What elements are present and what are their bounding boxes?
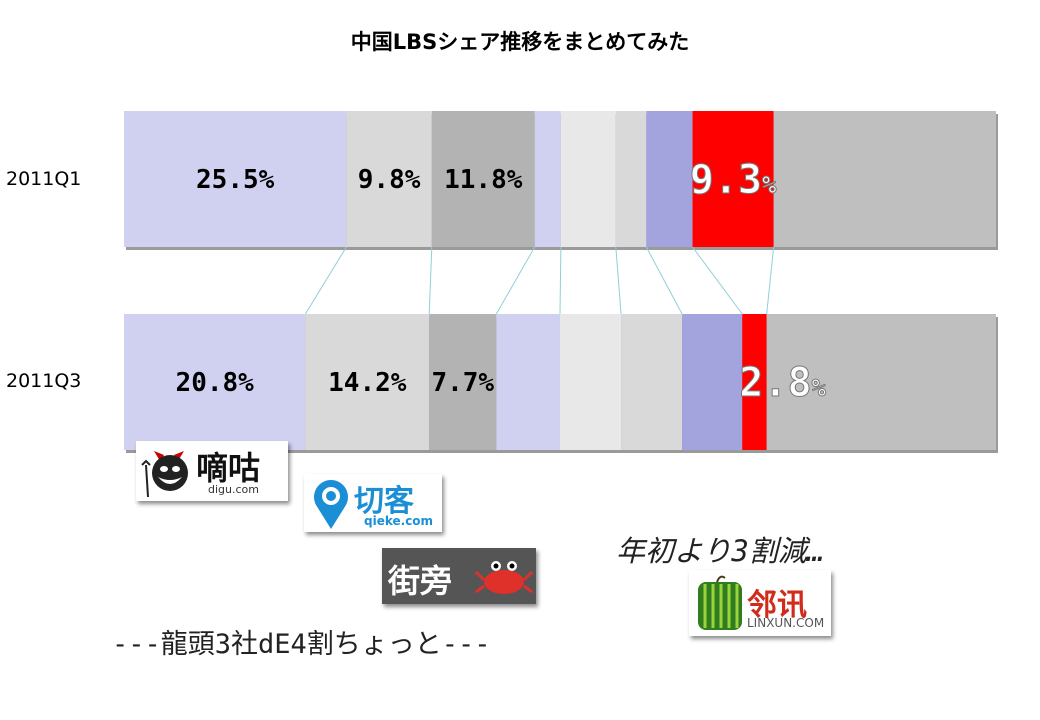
data-label-value: 11.8 (444, 165, 507, 195)
bar-segment-2011Q3-0 (124, 314, 306, 450)
bar-segment-2011Q3-6 (682, 314, 743, 450)
connector-line-2 (428, 246, 433, 315)
digu-logo-sub: digu.com (208, 483, 259, 496)
linxun-logo: 邻讯 LINXUN.COM (689, 570, 831, 636)
bar-segment-2011Q3-1 (305, 314, 430, 450)
bar-segment-2011Q3-5 (621, 314, 683, 450)
qieke-logo-sub: qieke.com (364, 514, 434, 528)
bar-segment-2011Q1-2 (431, 111, 535, 247)
bar-segment-2011Q3-4 (560, 314, 622, 450)
top3-annotation: ---龍頭3社dE4割ちょっと--- (112, 629, 491, 660)
data-label-value: 14.2 (328, 368, 391, 398)
connector-lines (304, 246, 775, 315)
data-label-2011Q3-0: 20.8% (176, 368, 255, 398)
bar-segment-2011Q3-2 (429, 314, 497, 450)
data-label-value: 2.8 (739, 360, 811, 406)
bar-segment-2011Q1-7 (692, 111, 774, 247)
data-label-2011Q3-1: 14.2% (328, 368, 407, 398)
data-label-value: 9.3 (690, 157, 762, 203)
jiepang-logo: 街旁 (382, 548, 536, 604)
linxun-logo-text: 邻讯 (747, 588, 807, 623)
chart-title: 中国LBSシェア推移をまとめてみた (350, 30, 690, 54)
decline-annotation: 年初より3割減… (616, 534, 825, 568)
row-label-2011q1: 2011Q1 (6, 168, 82, 190)
bar-segment-2011Q1-4 (560, 111, 616, 247)
data-label-unit: % (478, 368, 494, 398)
data-label-value: 9.8 (358, 165, 405, 195)
qieke-logo: 切客 qieke.com (304, 474, 442, 532)
connector-line-6 (645, 246, 683, 315)
data-label-value: 25.5 (196, 165, 259, 195)
qieke-logo-text: 切客 (354, 484, 414, 519)
bar-segment-2011Q1-6 (646, 111, 693, 247)
digu-logo: 嘀咕 digu.com (136, 441, 288, 501)
row-label-2011q3: 2011Q3 (6, 370, 82, 392)
jiepang-logo-text: 街旁 (388, 562, 453, 600)
connector-line-3 (495, 246, 536, 315)
bar-segment-2011Q1-8 (773, 111, 996, 247)
data-label-value: 20.8 (176, 368, 239, 398)
data-label-unit: % (762, 171, 777, 199)
data-label-unit: % (507, 165, 523, 195)
data-label-unit: % (238, 368, 254, 398)
data-label-2011Q3-2: 7.7% (431, 368, 494, 398)
data-label-value: 7.7 (431, 368, 478, 398)
bar-segment-2011Q3-3 (496, 314, 560, 450)
linxun-logo-sub: LINXUN.COM (747, 616, 825, 630)
data-label-unit: % (391, 368, 407, 398)
bar-segment-2011Q1-0 (124, 111, 347, 247)
bar-segment-2011Q1-5 (615, 111, 647, 247)
bar-segment-2011Q3-7 (742, 314, 767, 450)
bar-segment-2011Q1-1 (346, 111, 432, 247)
data-label-2011Q3-7: 2.8% (739, 360, 826, 406)
bar-segment-2011Q1-3 (534, 111, 561, 247)
data-labels: 25.5% 9.8% 11.8% 9.3%20.8% 14.2% 7.7% 2.8% (176, 157, 828, 407)
bar-segment-2011Q3-8 (766, 314, 996, 450)
data-label-2011Q1-7: 9.3% (690, 157, 777, 203)
connector-line-5 (615, 246, 622, 315)
connector-line-4 (559, 246, 562, 315)
data-label-unit: % (259, 165, 275, 195)
connector-line-1 (304, 246, 347, 315)
data-label-unit: % (405, 165, 421, 195)
location-pin-icon (314, 480, 348, 529)
watermelon-icon (698, 575, 742, 630)
data-label-unit: % (812, 374, 827, 402)
connector-line-7 (692, 246, 743, 315)
connector-line-8 (766, 246, 775, 315)
devil-icon (141, 451, 188, 498)
data-label-2011Q1-2: 11.8% (444, 165, 523, 195)
bar-segments (124, 111, 996, 450)
data-label-2011Q1-1: 9.8% (358, 165, 421, 195)
data-label-2011Q1-0: 25.5% (196, 165, 275, 195)
crab-icon (474, 561, 534, 594)
digu-logo-text: 嘀咕 (196, 449, 261, 487)
